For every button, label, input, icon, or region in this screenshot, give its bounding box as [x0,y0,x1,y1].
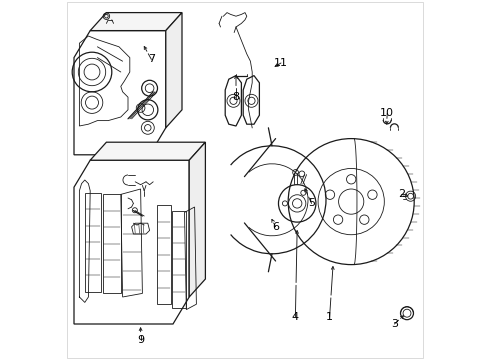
Text: 9: 9 [137,335,144,345]
Polygon shape [74,31,166,155]
Polygon shape [74,160,189,324]
Text: 5: 5 [308,198,315,208]
Polygon shape [166,13,182,128]
Text: 7: 7 [148,54,155,64]
Text: 10: 10 [380,108,394,118]
Polygon shape [189,142,205,297]
Text: 1: 1 [326,312,333,322]
Text: 3: 3 [391,319,398,329]
Text: 11: 11 [274,58,288,68]
Polygon shape [90,142,205,160]
Text: 6: 6 [272,222,279,232]
Polygon shape [90,13,182,31]
Text: 8: 8 [232,92,240,102]
Text: 4: 4 [292,312,299,322]
Text: 2: 2 [398,189,405,199]
